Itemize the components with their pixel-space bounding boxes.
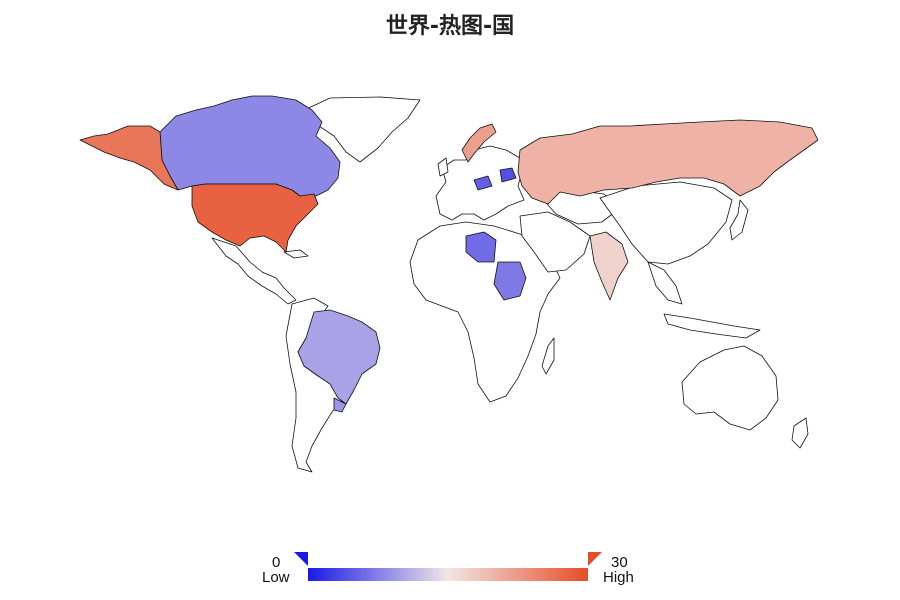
region-india [589, 231, 629, 301]
region-belarus [499, 167, 517, 183]
region-africa [409, 221, 561, 403]
region-new-zealand [791, 417, 809, 449]
region-greenland [299, 96, 421, 163]
region-east-asia [599, 181, 733, 265]
region-australia [681, 345, 779, 431]
region-indonesia [663, 313, 761, 339]
region-canada [159, 95, 341, 197]
region-alaska-usa [79, 125, 179, 191]
region-poland [473, 175, 493, 191]
region-norway [461, 123, 497, 163]
region-brazil [297, 309, 381, 405]
region-libya [465, 231, 497, 263]
region-japan [729, 199, 749, 241]
region-russia [517, 119, 819, 205]
map-title: 世界-热图-国 [385, 14, 515, 39]
region-caribbean [283, 249, 309, 259]
region-united-states [191, 183, 319, 253]
region-southeast-asia [647, 261, 683, 305]
region-sudan [493, 261, 527, 301]
region-uruguay [333, 397, 347, 413]
region-madagascar [541, 337, 555, 375]
region-middle-east [519, 211, 591, 273]
region-uk [437, 157, 449, 177]
region-central-america [211, 237, 297, 305]
